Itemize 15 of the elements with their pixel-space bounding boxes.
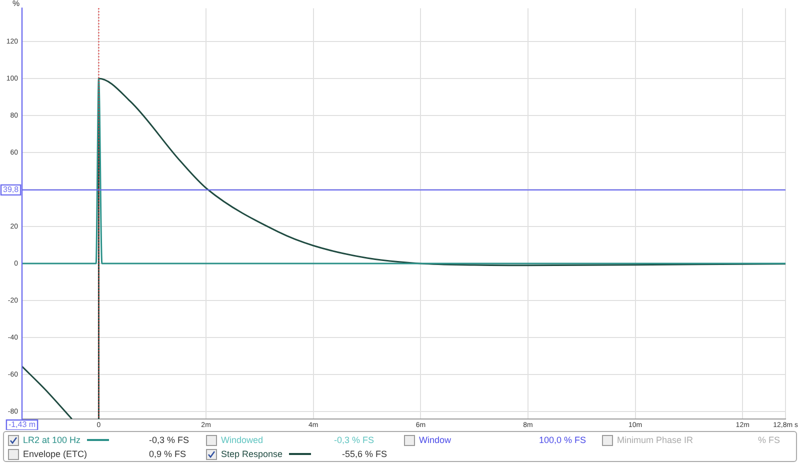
text: Windowed	[221, 435, 264, 445]
text: 100,0 % FS	[539, 435, 586, 445]
ref-line-label: -1,43 m	[8, 420, 36, 430]
text: Envelope (ETC)	[23, 449, 88, 459]
text: LR2 at 100 Hz	[23, 435, 81, 445]
text: 0,9 % FS	[149, 449, 186, 459]
text: Minimum Phase IR	[617, 435, 694, 445]
text: -0,3 % FS	[334, 435, 374, 445]
text: Window	[419, 435, 452, 445]
ref-line-label: 39,8	[3, 185, 20, 194]
text: Step Response	[221, 449, 283, 459]
text: % FS	[758, 435, 780, 445]
text: -0,3 % FS	[149, 435, 190, 445]
y-axis-title: %	[12, 0, 20, 8]
text: -55,6 % FS	[342, 449, 388, 459]
